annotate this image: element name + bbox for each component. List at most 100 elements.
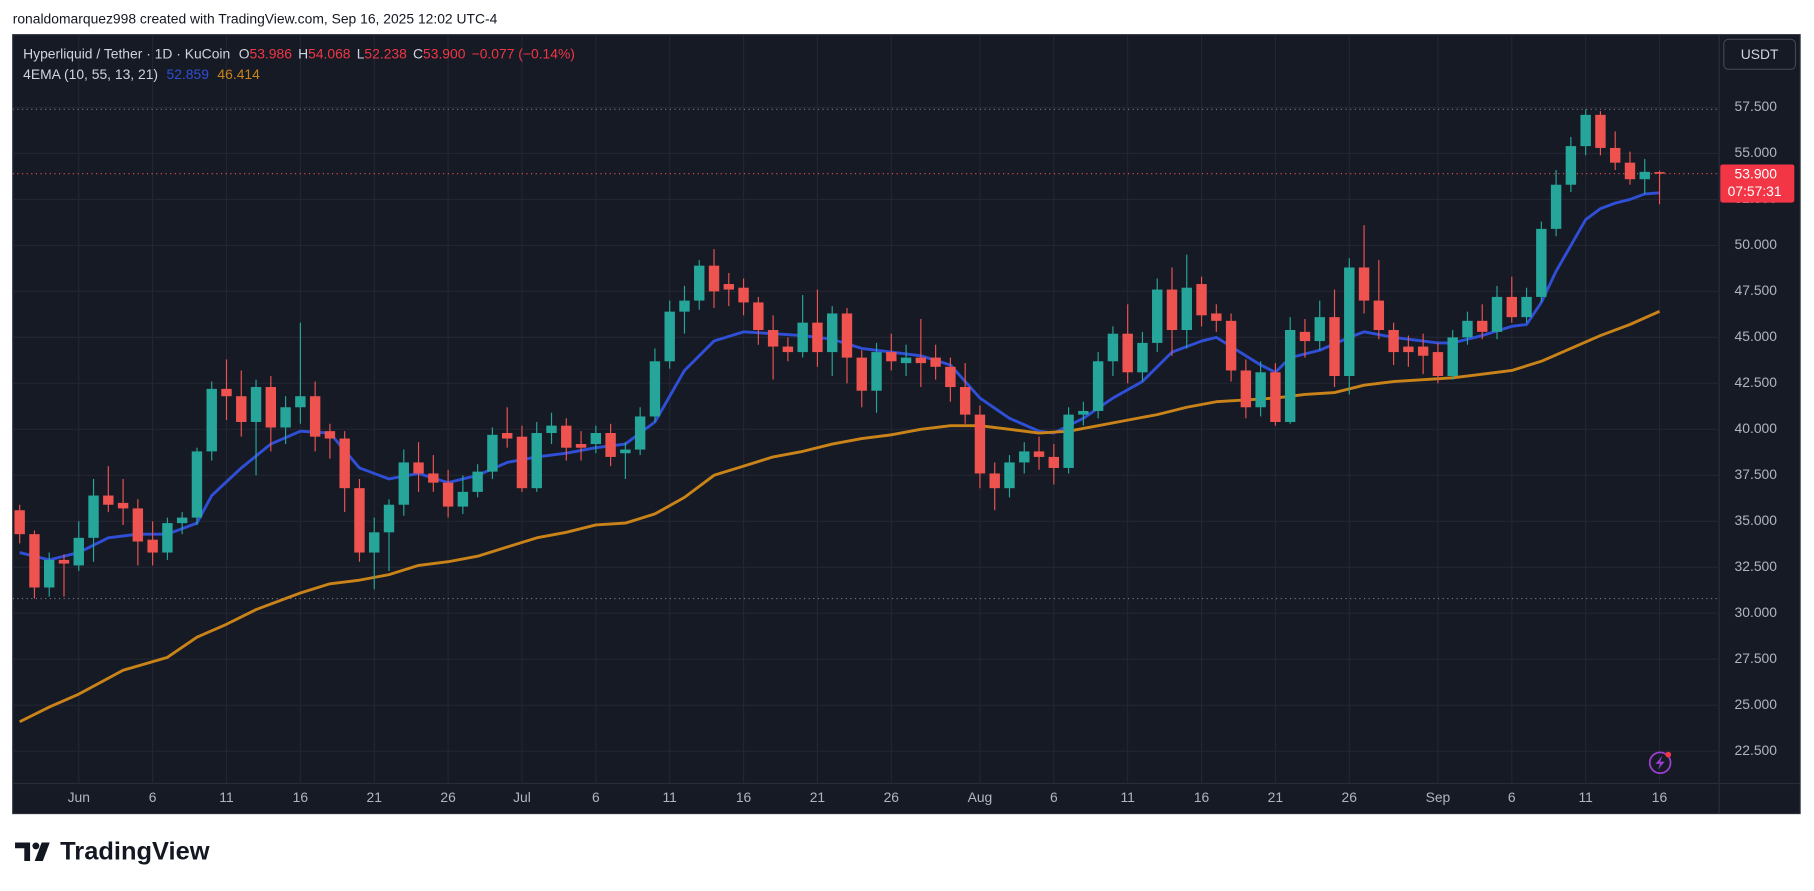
candle-body [29,534,40,588]
y-tick-label: 45.000 [1735,328,1778,344]
candle-body [797,322,808,353]
candle-body [1388,330,1399,353]
x-tick-label: 6 [149,789,157,805]
brand-logo: TradingView [15,838,210,866]
candle-body [900,357,912,364]
candle-body [472,471,483,492]
logo-bar [15,842,31,861]
candle-body [531,433,542,489]
last-price-tag [1720,164,1795,203]
candle-body [546,425,557,434]
candle-body [679,300,690,312]
x-tick-label: Jul [513,789,531,805]
candle-body [1166,289,1178,331]
candle-body [1048,456,1060,468]
y-tick-label: 27.500 [1735,650,1778,666]
candle-body [428,473,439,483]
x-tick-label: 16 [293,789,309,805]
legend-change: −0.077 (−0.14%) [472,45,575,61]
x-tick-label: Sep [1426,789,1451,805]
candle-body [871,352,882,391]
candle-body [132,508,144,542]
candle-body [88,495,99,538]
currency-button[interactable] [1723,38,1797,70]
candle-body [1196,284,1207,316]
logo-dot [32,842,40,850]
x-tick-label: 11 [219,789,234,805]
x-tick-label: 16 [736,789,752,805]
x-tick-label: 6 [1508,789,1516,805]
candle-body [295,396,306,408]
candle-body [309,396,321,437]
candle-body [280,407,291,428]
symbol-title: Hyperliquid / Tether · 1D · KuCoin [23,45,230,61]
candle-body [1152,289,1163,343]
candle-body [1211,313,1222,321]
candle-body [561,425,572,448]
candle-body [590,433,602,445]
indicator-name: 4EMA (10, 55, 13, 21) [23,66,158,82]
y-tick-label: 55.000 [1735,144,1778,160]
x-tick-label: 6 [592,789,600,805]
candle-body [1270,372,1281,422]
logo-slash [34,842,50,861]
candle-body [250,387,262,422]
x-tick-label: 16 [1194,789,1210,805]
candle-body [989,473,1000,489]
candle-body [1004,462,1015,489]
candle-body [1447,337,1458,376]
candle-body [634,416,646,450]
y-tick-label: 25.000 [1735,696,1778,712]
candle-body [1240,370,1252,408]
candle-body [738,287,749,303]
candle-body [1329,317,1340,376]
candle-body [103,495,114,505]
candle-body [723,284,734,290]
candle-body [14,510,25,535]
y-tick-label: 22.500 [1735,742,1778,758]
candle-body [1255,372,1266,408]
candle-body [1314,317,1325,342]
candle-body [959,387,971,415]
last-price-label: 53.900 [1735,166,1778,182]
currency-label[interactable]: USDT [1741,46,1779,62]
candle-body [782,346,794,353]
candle-body [324,431,336,439]
candle-body [1639,171,1650,180]
alert-icon[interactable] [1648,751,1672,774]
candle-body [58,559,70,564]
x-tick-label: 16 [1652,789,1668,805]
candle-body [649,361,661,417]
candle-body [1122,333,1133,373]
attribution: ronaldomarquez998 created with TradingVi… [13,10,498,26]
candle-body [1491,296,1503,332]
x-tick-label: 26 [440,789,456,805]
candle-body [383,504,395,533]
legend-low: 52.238 [364,45,407,61]
y-tick-label: 35.000 [1735,512,1778,528]
candle-body [221,388,232,397]
candle-body [1536,228,1547,297]
candle-body [206,388,217,452]
candle-body [1344,267,1355,376]
candle-body [1654,172,1665,174]
candle-body [1284,330,1296,422]
candle-body [1417,346,1429,356]
candle-body [1506,296,1517,318]
grid [12,34,1720,784]
x-tick-label: 21 [810,789,826,805]
candle-body [753,302,764,331]
candle-body [1595,114,1606,148]
candle-body [413,462,424,474]
x-tick-label: 26 [884,789,900,805]
legend-close: 53.900 [423,45,466,61]
candle-body [339,438,350,489]
x-tick-label: 26 [1342,789,1358,805]
candle-body [664,311,675,362]
candle-body [117,502,129,509]
candle-body [398,462,409,505]
x-tick-label: 11 [663,789,678,805]
candle-body [457,491,469,507]
legend-high-label: H [298,45,308,61]
